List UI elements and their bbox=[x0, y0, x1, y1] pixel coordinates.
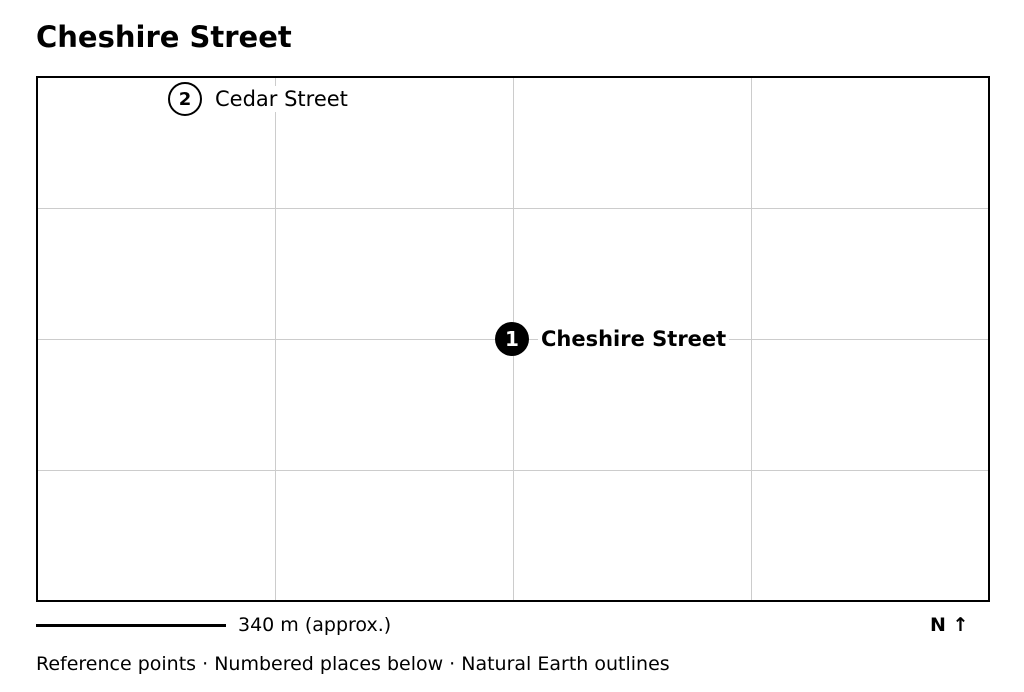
scale-label: 340 m (approx.) bbox=[238, 614, 392, 636]
map-frame[interactable]: 2 Cedar Street 1 Cheshire Street bbox=[36, 76, 990, 602]
north-arrow: N ↑ bbox=[930, 614, 969, 636]
map-footer-caption: Reference points · Numbered places below… bbox=[36, 653, 670, 675]
place-marker-1[interactable]: 1 bbox=[495, 322, 529, 356]
grid-line bbox=[38, 208, 988, 209]
grid-line bbox=[38, 470, 988, 471]
place-marker-2[interactable]: 2 bbox=[168, 82, 202, 116]
scale-bar bbox=[36, 624, 226, 627]
map-title: Cheshire Street bbox=[36, 20, 292, 54]
place-label-cedar-street: Cedar Street bbox=[212, 86, 351, 112]
place-label-cheshire-street: Cheshire Street bbox=[538, 326, 730, 352]
